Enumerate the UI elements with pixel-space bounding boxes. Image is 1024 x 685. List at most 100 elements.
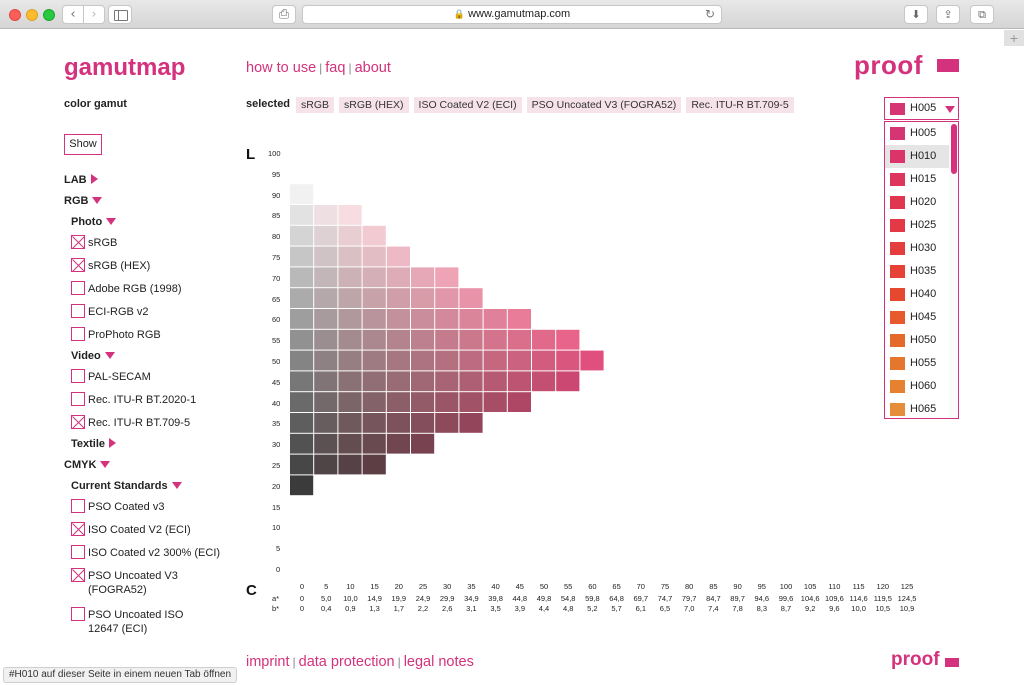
gamut-cell[interactable] (362, 267, 386, 288)
gamut-cell[interactable] (532, 329, 556, 350)
hue-option[interactable]: H050 (885, 329, 949, 352)
gamut-cell[interactable] (362, 433, 386, 454)
gamut-cell[interactable] (362, 413, 386, 433)
checkbox-icon[interactable] (71, 258, 85, 272)
footer-data-protection-link[interactable]: data protection (298, 654, 395, 670)
nav-about[interactable]: about (354, 60, 391, 76)
gamut-cell[interactable] (459, 413, 483, 433)
gamut-cell[interactable] (338, 350, 362, 371)
gamut-cell[interactable] (507, 371, 531, 392)
gamut-cell[interactable] (483, 329, 507, 350)
gamut-cell[interactable] (314, 329, 338, 350)
gamut-cell[interactable] (532, 371, 556, 392)
footer-legal-notes-link[interactable]: legal notes (403, 654, 474, 670)
gamut-cell[interactable] (411, 392, 435, 412)
gamut-cell[interactable] (386, 392, 410, 412)
gamut-cell[interactable] (338, 454, 362, 475)
share-icon[interactable]: ⇪ (936, 5, 960, 24)
nav-how-to-use[interactable]: how to use (246, 60, 317, 76)
gamut-cell[interactable] (386, 267, 410, 288)
footer-imprint-link[interactable]: imprint (246, 654, 290, 670)
hue-option[interactable]: H030 (885, 237, 949, 260)
gamut-cell[interactable] (386, 288, 410, 308)
gamut-cell[interactable] (362, 309, 386, 329)
gamut-cell[interactable] (435, 288, 459, 308)
selected-chip[interactable]: ISO Coated V2 (ECI) (413, 97, 522, 113)
tree-node-rgb[interactable]: RGB (64, 195, 103, 207)
gamut-cell[interactable] (290, 205, 314, 225)
gamut-cell[interactable] (483, 350, 507, 371)
gamut-cell[interactable] (483, 392, 507, 412)
gamut-cell[interactable] (314, 433, 338, 454)
proof-logo[interactable]: proof (854, 50, 923, 80)
zoom-window-button[interactable] (43, 9, 55, 21)
gamut-cell[interactable] (290, 288, 314, 308)
scrollbar[interactable] (949, 122, 958, 418)
gamut-cell[interactable] (338, 205, 362, 225)
gamut-cell[interactable] (338, 329, 362, 350)
tree-node-current-standards[interactable]: Current Standards (71, 480, 182, 492)
hue-option[interactable]: H035 (885, 260, 949, 283)
checkbox-icon[interactable] (71, 392, 85, 406)
gamut-cell[interactable] (386, 329, 410, 350)
hue-option[interactable]: H020 (885, 191, 949, 214)
gamut-cell[interactable] (338, 413, 362, 433)
gamut-cell[interactable] (459, 371, 483, 392)
proof-footer-logo[interactable]: proof (891, 649, 940, 670)
gamut-cell[interactable] (483, 371, 507, 392)
checkbox-icon[interactable] (71, 327, 85, 341)
gamut-cell[interactable] (338, 433, 362, 454)
hue-option[interactable]: H015 (885, 168, 949, 191)
gamut-cell[interactable] (290, 246, 314, 267)
checkbox-icon[interactable] (71, 545, 85, 559)
gamut-cell[interactable] (411, 350, 435, 371)
gamut-cell[interactable] (459, 309, 483, 329)
hue-option[interactable]: H065 (885, 398, 949, 418)
selected-chip[interactable]: sRGB (HEX) (339, 97, 409, 113)
gamut-cell[interactable] (386, 246, 410, 267)
gamut-cell[interactable] (314, 205, 338, 225)
tree-node-photo[interactable]: Photo (71, 216, 117, 228)
gamut-cell[interactable] (290, 225, 314, 246)
gamut-cell[interactable] (386, 309, 410, 329)
checkbox-icon[interactable] (71, 499, 85, 513)
gamut-cell[interactable] (290, 454, 314, 475)
gamut-cell[interactable] (314, 267, 338, 288)
hue-option[interactable]: H040 (885, 283, 949, 306)
gamut-cell[interactable] (386, 350, 410, 371)
gamut-cell[interactable] (483, 309, 507, 329)
back-arrow-icon[interactable]: ‹ (62, 5, 84, 24)
address-bar[interactable]: 🔒 www.gamutmap.com ↻ (302, 5, 722, 24)
gamut-cell[interactable] (290, 371, 314, 392)
gamut-cell[interactable] (338, 225, 362, 246)
gamut-cell[interactable] (507, 350, 531, 371)
tree-node-textile[interactable]: Textile (71, 438, 117, 450)
gamut-cell[interactable] (435, 267, 459, 288)
hue-option[interactable]: H025 (885, 214, 949, 237)
gamut-cell[interactable] (314, 454, 338, 475)
selected-chip[interactable]: sRGB (296, 97, 335, 113)
gamut-cell[interactable] (435, 350, 459, 371)
gamut-cell[interactable] (314, 246, 338, 267)
gamut-cell[interactable] (459, 392, 483, 412)
gamut-cell[interactable] (532, 350, 556, 371)
selected-chip[interactable]: PSO Uncoated V3 (FOGRA52) (526, 97, 682, 113)
gamut-cell[interactable] (362, 454, 386, 475)
gamut-cell[interactable] (362, 350, 386, 371)
gamut-cell[interactable] (290, 350, 314, 371)
reload-icon[interactable]: ↻ (704, 7, 715, 21)
checkbox-icon[interactable] (71, 235, 85, 249)
gamut-cell[interactable] (411, 371, 435, 392)
gamut-cell[interactable] (290, 413, 314, 433)
gamut-cell[interactable] (362, 392, 386, 412)
gamut-cell[interactable] (411, 267, 435, 288)
sidebar-toggle-icon[interactable] (108, 5, 132, 24)
gamut-cell[interactable] (314, 350, 338, 371)
checkbox-icon[interactable] (71, 281, 85, 295)
gamut-cell[interactable] (386, 433, 410, 454)
hue-option[interactable]: H060 (885, 375, 949, 398)
gamut-cell[interactable] (290, 309, 314, 329)
gamut-cell[interactable] (290, 267, 314, 288)
gamut-cell[interactable] (459, 288, 483, 308)
gamut-cell[interactable] (386, 413, 410, 433)
